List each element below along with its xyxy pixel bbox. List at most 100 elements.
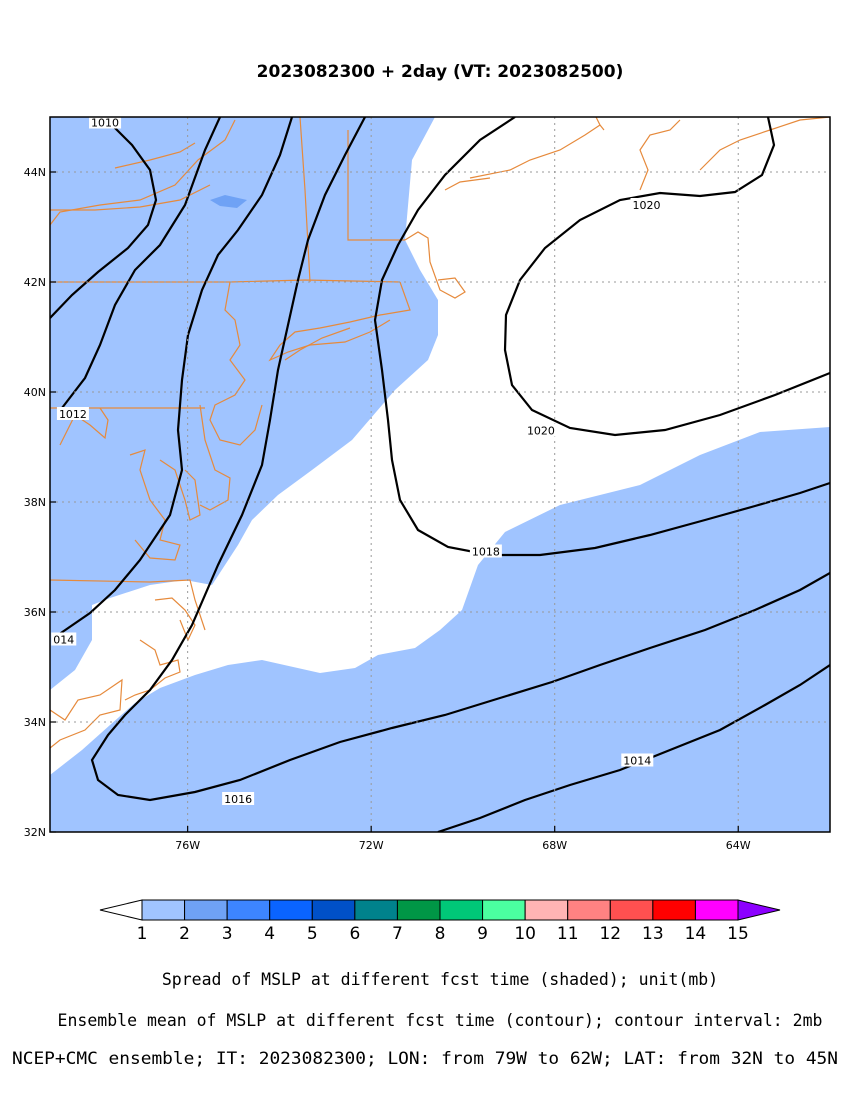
spread-region-small: [210, 195, 247, 208]
colorbar-label: 11: [557, 924, 579, 944]
colorbar-segment: [141, 899, 186, 921]
contour-label-bg: [524, 423, 557, 437]
map-plot: 1010 1012 014 1016 1018 1020 1020 1014 76W 72W 68…: [24, 116, 831, 852]
colorbar-segment: [396, 899, 441, 921]
contour-label: 1012: [56, 407, 89, 421]
lat-tick-label: 42N: [24, 276, 46, 289]
colorbar-segment: [269, 899, 313, 921]
map-frame: [49, 116, 831, 833]
coastline-small: [595, 117, 605, 131]
colorbar-label: 10: [514, 924, 536, 944]
lat-tick-label: 38N: [24, 496, 46, 509]
contour-label-text: 1020: [632, 199, 660, 212]
lat-tick-label: 40N: [24, 386, 46, 399]
border-vertical: [299, 117, 311, 283]
coastline-nb: [639, 119, 681, 191]
isobar-1016: [373, 117, 830, 557]
lon-tick-label: 76W: [175, 839, 200, 852]
colorbar-label: 13: [642, 924, 664, 944]
contour-label-text: 014: [53, 634, 74, 647]
coastline-ns: [469, 124, 601, 179]
lat-tick-label: 34N: [24, 716, 46, 729]
colorbar-label: 6: [349, 924, 360, 944]
contour-label-bg: [51, 632, 77, 646]
colorbar-segment: [567, 899, 611, 921]
contour-label: 1010: [89, 117, 122, 130]
coastline-sc: [50, 678, 123, 749]
colorbar-over-triangle: [737, 899, 781, 921]
caption-contour: Ensemble mean of MSLP at different fcst …: [58, 1011, 823, 1030]
coastline-delmarva: [199, 404, 231, 511]
colorbar-label: 12: [599, 924, 621, 944]
contour-label-text: 1018: [472, 546, 500, 559]
coastline-ny-nj: [404, 231, 466, 299]
lon-tick-label: 64W: [726, 839, 751, 852]
contour-label-text: 1014: [623, 755, 651, 768]
contour-label-text: 1012: [59, 408, 87, 421]
colorbar-label: 7: [392, 924, 403, 944]
spread-region-west: [50, 117, 438, 690]
colorbar-segment: [482, 899, 526, 921]
coastline-va: [129, 449, 181, 561]
contour-label-text: 1010: [91, 117, 119, 130]
lat-tick-label: 44N: [24, 166, 46, 179]
contour-label: 1020: [630, 198, 663, 212]
contour-labels: 1010 1012 014 1016 1018 1020 1020 1014: [51, 117, 663, 806]
contour-label: 1016: [222, 792, 255, 806]
colorbar-segment: [439, 899, 484, 921]
figure-title: 2023082300 + 2day (VT: 2023082500): [257, 62, 624, 82]
lat-lon-grid: [50, 117, 830, 832]
coastline-nc-2: [154, 597, 196, 642]
coastline-nf: [699, 117, 830, 171]
contour-label: 1018: [469, 544, 502, 559]
coastline-li: [284, 327, 351, 361]
colorbar-segment: [694, 899, 739, 921]
contour-label-text: 1020: [527, 425, 555, 438]
contour-label-bg: [222, 792, 255, 805]
lat-tick-label: 36N: [24, 606, 46, 619]
colorbar-segment: [609, 899, 654, 921]
isobar-1012-east: [57, 117, 294, 636]
spread-region-east: [50, 427, 830, 832]
caption-spread: Spread of MSLP at different fcst time (s…: [162, 970, 718, 989]
colorbar-label: 5: [307, 924, 318, 944]
contour-label: 1020: [524, 423, 557, 438]
colorbar-label: 9: [477, 924, 488, 944]
colorbar-segment: [354, 899, 398, 921]
coastline-east: [50, 119, 236, 226]
colorbar-label: 2: [179, 924, 190, 944]
lat-tick-label: 32N: [24, 826, 46, 839]
coastline-nc: [124, 639, 181, 701]
colorbar-label: 1: [137, 924, 148, 944]
colorbar-label: 14: [685, 924, 707, 944]
contour-label-bg: [56, 407, 89, 420]
colorbar-label: 4: [264, 924, 275, 944]
coastline-ns-2: [444, 177, 491, 191]
isobar-1010: [50, 124, 158, 319]
lon-tick-label: 68W: [542, 839, 567, 852]
contour-label-bg: [630, 198, 663, 211]
contour-label-bg: [469, 544, 502, 558]
colorbar-segment: [652, 899, 696, 921]
isobar-1012-west: [61, 117, 222, 409]
contour-label: 014: [51, 632, 77, 647]
colorbar-segment: [311, 899, 356, 921]
border-vertical-2: [347, 130, 405, 241]
isobar-1014: [90, 117, 830, 802]
contour-label-bg: [89, 117, 122, 129]
colorbar-label: 15: [727, 924, 749, 944]
coastline-cape: [268, 281, 411, 362]
contour-label-text: 1016: [224, 793, 252, 806]
coastline-va-2: [159, 459, 201, 521]
axis-ticks: 76W 72W 68W 64W 32N 34N 36N 38N 40N 42N 44N: [24, 166, 751, 852]
border-pa: [209, 281, 263, 446]
lon-tick-label: 72W: [359, 839, 384, 852]
isobar-1020: [503, 117, 830, 437]
colorbar-label: 3: [222, 924, 233, 944]
contour-label-bg: [621, 753, 654, 767]
caption-ensemble: NCEP+CMC ensemble; IT: 2023082300; LON: …: [12, 1049, 838, 1068]
colorbar-label: 8: [435, 924, 446, 944]
contour-label: 1014: [621, 753, 654, 768]
colorbar-segment: [226, 899, 271, 921]
